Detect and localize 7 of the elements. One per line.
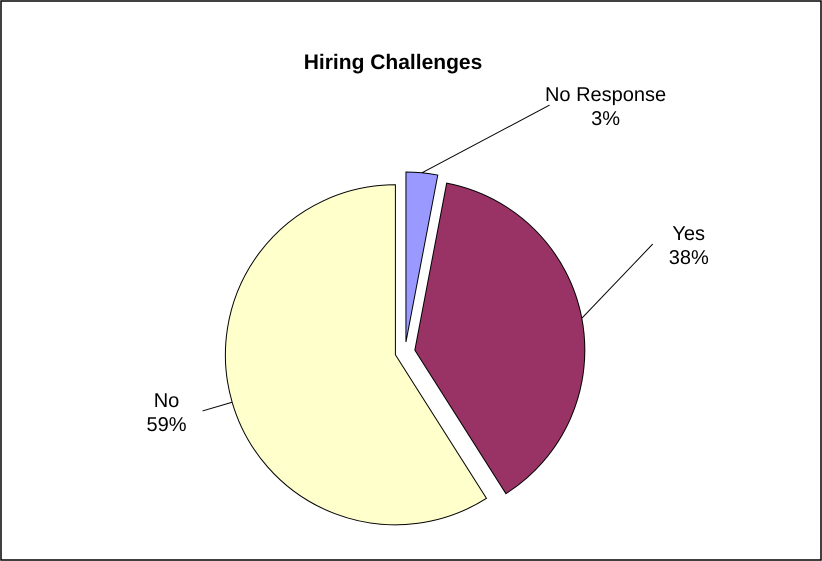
data-label: 38% [668,247,709,270]
chart-title: Hiring Challenges [304,51,482,74]
data-label: 3% [591,108,620,130]
data-label: 59% [146,414,187,436]
slice-label: Yes [672,223,706,246]
slice-label: No Response [544,84,666,106]
slice-label: No [154,390,180,412]
